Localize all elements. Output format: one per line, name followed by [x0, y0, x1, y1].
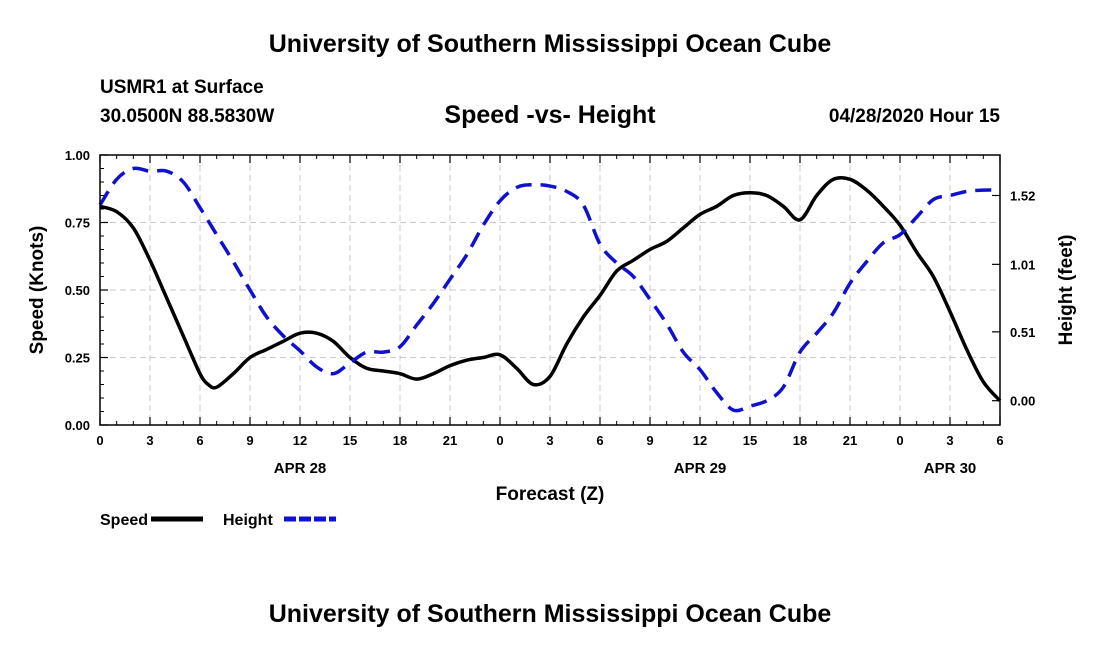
x-tick-label: 3 [946, 433, 953, 448]
grid [100, 155, 1000, 425]
coordinates-label: 30.0500N 88.5830W [100, 106, 275, 127]
x-tick-label: 3 [546, 433, 553, 448]
x-tick-label: 12 [293, 433, 307, 448]
x-tick-label: 18 [793, 433, 807, 448]
date-label: APR 29 [674, 460, 727, 477]
legend: Speed Height [100, 512, 336, 529]
y-left-tick-label: 0.50 [65, 283, 90, 298]
y-right-tick-label: 0.00 [1010, 394, 1035, 409]
x-tick-label: 6 [996, 433, 1003, 448]
x-tick-label: 21 [843, 433, 857, 448]
datetime-label: 04/28/2020 Hour 15 [828, 106, 1000, 127]
y-right-tick-label: 0.51 [1010, 325, 1035, 340]
x-tick-label: 6 [196, 433, 203, 448]
x-tick-label: 6 [596, 433, 603, 448]
y-axis-right-title: Height (feet) [1056, 235, 1077, 346]
y-right-tick-label: 1.01 [1010, 257, 1035, 272]
x-tick-label: 0 [496, 433, 503, 448]
y-left-tick-label: 0.25 [65, 351, 90, 366]
y-left-tick-label: 1.00 [65, 148, 90, 163]
page-title: University of Southern Mississippi Ocean… [268, 30, 832, 58]
chart-title: Speed -vs- Height [444, 101, 656, 129]
date-label: APR 30 [924, 460, 977, 477]
x-tick-label: 21 [443, 433, 457, 448]
series-layer [98, 166, 1002, 413]
x-tick-label: 9 [646, 433, 653, 448]
y-left-tick-label: 0.75 [65, 216, 90, 231]
y-axis-left-title: Speed (Knots) [27, 226, 48, 355]
x-axis-title: Forecast (Z) [496, 484, 605, 505]
x-tick-label: 18 [393, 433, 407, 448]
series-line-height [98, 166, 1001, 413]
legend-label-height: Height [223, 512, 273, 529]
x-tick-label: 9 [246, 433, 253, 448]
footer-title: University of Southern Mississippi Ocean… [268, 600, 832, 628]
series-line-speed [99, 175, 1002, 402]
x-tick-label: 3 [146, 433, 153, 448]
x-tick-label: 12 [693, 433, 707, 448]
y-right-tick-label: 1.52 [1010, 189, 1035, 204]
station-label: USMR1 at Surface [100, 77, 264, 98]
x-tick-label: 0 [96, 433, 103, 448]
legend-label-speed: Speed [100, 512, 148, 529]
x-tick-label: 15 [743, 433, 757, 448]
x-tick-label: 15 [343, 433, 357, 448]
y-left-tick-label: 0.00 [65, 418, 90, 433]
x-tick-label: 0 [896, 433, 903, 448]
axis-ticks: 0 3 6 9 12 15 18 21 0 3 6 9 12 15 18 21 0 3 6 APR 28 APR 29 A… [65, 148, 1036, 477]
date-label: APR 28 [274, 460, 327, 477]
